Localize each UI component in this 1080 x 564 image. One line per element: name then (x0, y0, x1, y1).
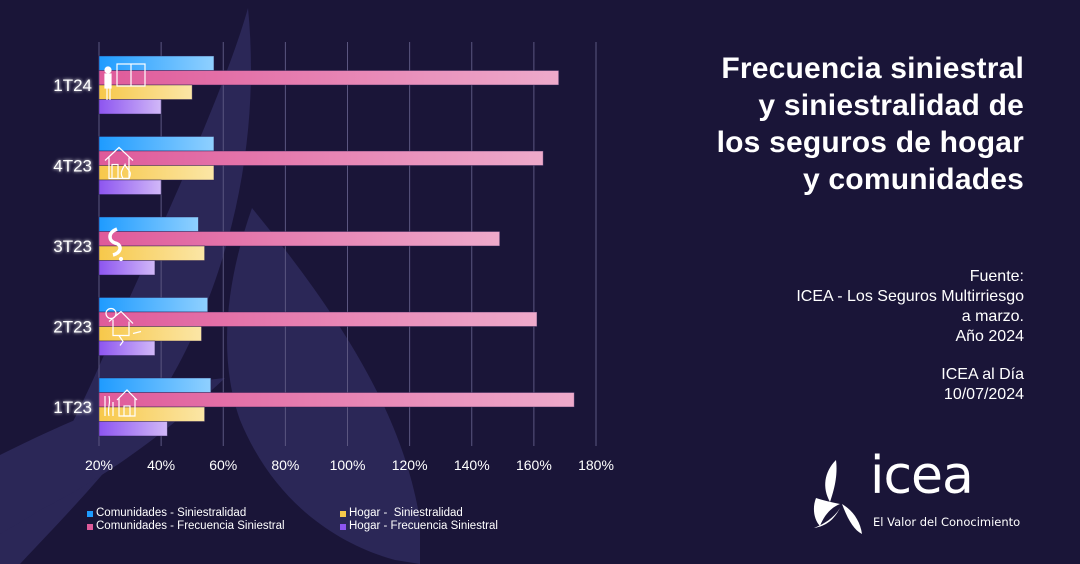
legend-swatch (340, 523, 346, 530)
bar (98, 340, 156, 356)
x-tick-label: 180% (578, 457, 614, 473)
bar (98, 84, 193, 100)
bar (98, 55, 215, 71)
legend-label: Comunidades - Frecuencia Siniestral (96, 520, 285, 532)
background-leaf-shape (227, 208, 420, 564)
category-label: 1T24 (53, 76, 92, 95)
legend-label: Hogar - Frecuencia Siniestral (349, 520, 498, 532)
legend-swatch (340, 510, 346, 517)
publication-date: 10/07/2024 (943, 386, 1024, 403)
bar (98, 231, 501, 247)
legend-item: Comunidades - Siniestralidad (87, 507, 285, 520)
bars (98, 55, 575, 437)
x-tick-label: 160% (516, 457, 552, 473)
legend-item: Hogar - Frecuencia Siniestral (340, 520, 498, 533)
bar (98, 421, 168, 437)
source-note: Fuente: ICEA - Los Seguros Multirriesgo … (664, 267, 1024, 405)
title-line: y comunidades (803, 163, 1024, 196)
bar (98, 311, 538, 327)
legend-left: Comunidades - Siniestralidad Comunidades… (87, 507, 285, 533)
x-tick-label: 100% (330, 457, 366, 473)
legend-item: Hogar - Siniestralidad (340, 507, 498, 520)
x-tick-label: 120% (392, 457, 428, 473)
title-line: y siniestralidad de (758, 89, 1024, 122)
bar-chart: 1T24 4T23 3T23 2T23 1T23 20% 40% 60% 80% 100% 120… (53, 42, 614, 473)
icea-logo: icea El Valor del Conocimiento (812, 446, 1052, 536)
title-line: Frecuencia siniestral (721, 52, 1024, 85)
legend-right: Hogar - Siniestralidad Hogar - Frecuenci… (340, 507, 498, 533)
bar (98, 150, 544, 166)
logo-wordmark: icea (870, 446, 974, 506)
legend-item: Comunidades - Frecuencia Siniestral (87, 520, 285, 533)
category-icons (104, 63, 146, 417)
category-label: 2T23 (53, 318, 92, 337)
x-tick-label: 60% (209, 457, 237, 473)
source-line: Fuente: (969, 268, 1024, 285)
x-tick-label: 40% (147, 457, 175, 473)
page-title: Frecuencia siniestral y siniestralidad d… (604, 50, 1024, 198)
water-pipe-leak-icon (108, 227, 124, 262)
bar (98, 326, 202, 342)
bar (98, 70, 560, 86)
bar (98, 406, 206, 422)
spacer (664, 347, 1024, 365)
window-damage-icon (104, 63, 146, 100)
category-label: 1T23 (53, 398, 92, 417)
source-line: ICEA - Los Seguros Multirriesgo (796, 288, 1024, 305)
x-tick-label: 80% (271, 457, 299, 473)
bar (98, 260, 156, 276)
category-labels: 1T24 4T23 3T23 2T23 1T23 (53, 76, 92, 417)
bar (98, 136, 215, 152)
bar (98, 165, 215, 181)
category-label: 4T23 (53, 157, 92, 176)
legend-label: Hogar - Siniestralidad (349, 507, 463, 519)
house-fire-icon (104, 146, 134, 180)
x-tick-label: 140% (454, 457, 490, 473)
x-tick-labels: 20% 40% 60% 80% 100% 120% 140% 160% 180% (85, 457, 614, 473)
title-line: los seguros de hogar (716, 126, 1024, 159)
category-label: 3T23 (53, 237, 92, 256)
bar (98, 297, 209, 313)
bar (98, 392, 575, 408)
source-line: Año 2024 (955, 328, 1024, 345)
legend-label: Comunidades - Siniestralidad (96, 507, 247, 519)
legend-swatch (87, 523, 93, 530)
bar (98, 179, 162, 195)
icea-logo-mark-icon (813, 460, 862, 534)
legend-swatch (87, 510, 93, 517)
house-vandalism-icon (104, 389, 138, 417)
bar (98, 99, 162, 115)
publication-name: ICEA al Día (941, 366, 1024, 383)
x-tick-label: 20% (85, 457, 113, 473)
house-storm-icon (105, 307, 142, 346)
source-line: a marzo. (961, 308, 1024, 325)
logo-tagline: El Valor del Conocimiento (873, 515, 1021, 529)
bar (98, 377, 212, 393)
